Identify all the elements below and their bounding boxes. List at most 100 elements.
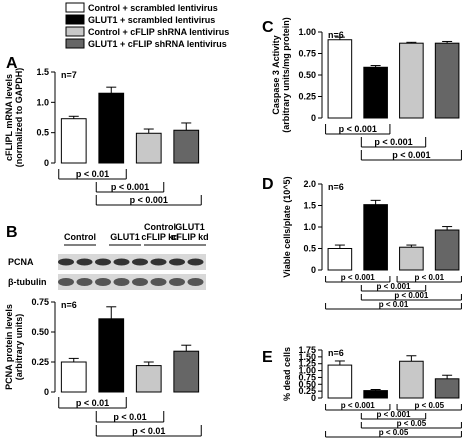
n-label: n=6 [328,30,344,40]
p-value: p < 0.001 [341,401,376,410]
p-value: p < 0.05 [397,419,427,428]
y-tick-label: 1.0 [36,97,49,107]
p-value: p < 0.001 [111,182,149,192]
y-axis-label: Viable cells/plate (10^5) [282,176,292,277]
n-label: n=6 [61,300,77,310]
bar [363,204,388,271]
y-tick-label: 0 [44,158,49,168]
blot-band [113,258,130,266]
lane-label: Control [144,222,176,232]
y-tick-label: 0.50 [298,70,316,80]
legend-label: GLUT1 + scrambled lentivirus [88,15,215,25]
n-label: n=6 [328,182,344,192]
y-axis-label: PCNA protein levels [4,304,14,390]
y-tick-label: 0 [311,265,316,275]
legend-label: Control + scrambled lentivirus [88,3,218,13]
y-tick-label: 0.75 [298,49,316,59]
n-label: n=7 [61,70,77,80]
legend-swatch [65,14,85,25]
y-tick-label: 0.25 [298,92,316,102]
panel-letter: D [262,176,274,193]
p-value: p < 0.01 [414,273,444,282]
blot-band [132,278,148,286]
y-tick-label: 1.00 [298,27,316,37]
p-value: p < 0.001 [374,137,412,147]
y-tick-label: 0.75 [298,372,316,382]
blot-band [76,278,93,286]
y-tick-label: 0.5 [303,244,316,254]
panel-letter: B [6,224,18,241]
p-value: p < 0.01 [113,412,146,422]
p-value: p < 0.05 [379,428,409,437]
bar [399,360,424,399]
blot-row-label: β-tubulin [8,277,46,287]
bar [173,350,200,393]
y-tick-label: 0.75 [31,297,49,307]
y-tick-label: 1.5 [303,201,316,211]
p-value: p < 0.01 [379,300,409,309]
blot-band [58,258,74,266]
p-value: p < 0.01 [132,426,165,436]
bar [434,229,460,271]
n-label: n=6 [328,348,344,358]
p-value: p < 0.001 [376,410,411,419]
bar [60,118,87,164]
y-axis-label: (normalized to GAPDH) [14,68,24,168]
panel-letter: A [6,55,18,72]
y-tick-label: 0 [311,113,316,123]
y-tick-label: 0.50 [31,327,49,337]
bar [399,246,424,271]
y-tick-label: 0.25 [298,386,316,396]
y-tick-label: 0.50 [298,379,316,389]
y-axis-label: % dead cells [282,347,292,401]
bar [327,364,353,399]
legend-label: GLUT1 + cFLIP shRNA lentivirus [88,39,227,49]
y-tick-label: 0.25 [31,357,49,367]
p-value: p < 0.001 [392,150,430,160]
bar [434,378,460,399]
y-tick-label: 1.50 [298,352,316,362]
p-value: p < 0.01 [76,398,109,408]
p-value: p < 0.001 [341,273,376,282]
p-value: p < 0.001 [376,282,411,291]
legend-swatch [65,2,85,13]
blot-band [95,258,111,266]
y-axis-label: Caspase 3 Activity [271,35,281,114]
y-axis-label: (arbitrary units) [14,314,24,381]
bar [363,390,388,399]
p-value: p < 0.001 [339,124,377,134]
bar [135,132,162,164]
blot-band [132,258,148,266]
bar [327,248,353,271]
lane-label: cFLIP kd [141,232,178,242]
p-value: p < 0.001 [130,195,168,205]
bar [363,66,388,119]
blot-band [150,278,167,286]
y-axis-label: cFLIPL mRNA levels [4,74,14,161]
panel-letter: C [262,19,274,36]
panel-letter: E [262,349,273,366]
y-tick-label: 1.0 [303,222,316,232]
blot-band [187,258,204,266]
y-axis-label: (arbitrary units/mg protein) [281,17,291,133]
legend-label: Control + cFLIP shRNA lentivirus [88,27,229,37]
lane-label: Control [64,232,96,242]
y-tick-label: 1.5 [36,67,49,77]
lane-label: GLUT1 [110,232,140,242]
blot-band [169,278,185,286]
bar [98,92,125,164]
blot-row-label: PCNA [8,257,34,267]
blot-band [169,258,185,266]
bar [60,361,87,393]
bar [135,365,162,393]
y-tick-label: 1.75 [298,345,316,355]
p-value: p < 0.05 [414,401,444,410]
p-value: p < 0.01 [76,169,109,179]
blot-band [58,278,74,286]
blot-band [187,278,204,286]
blot-band [113,278,130,286]
legend-swatch [65,26,85,37]
bar [98,318,125,393]
blot-band [76,258,93,266]
